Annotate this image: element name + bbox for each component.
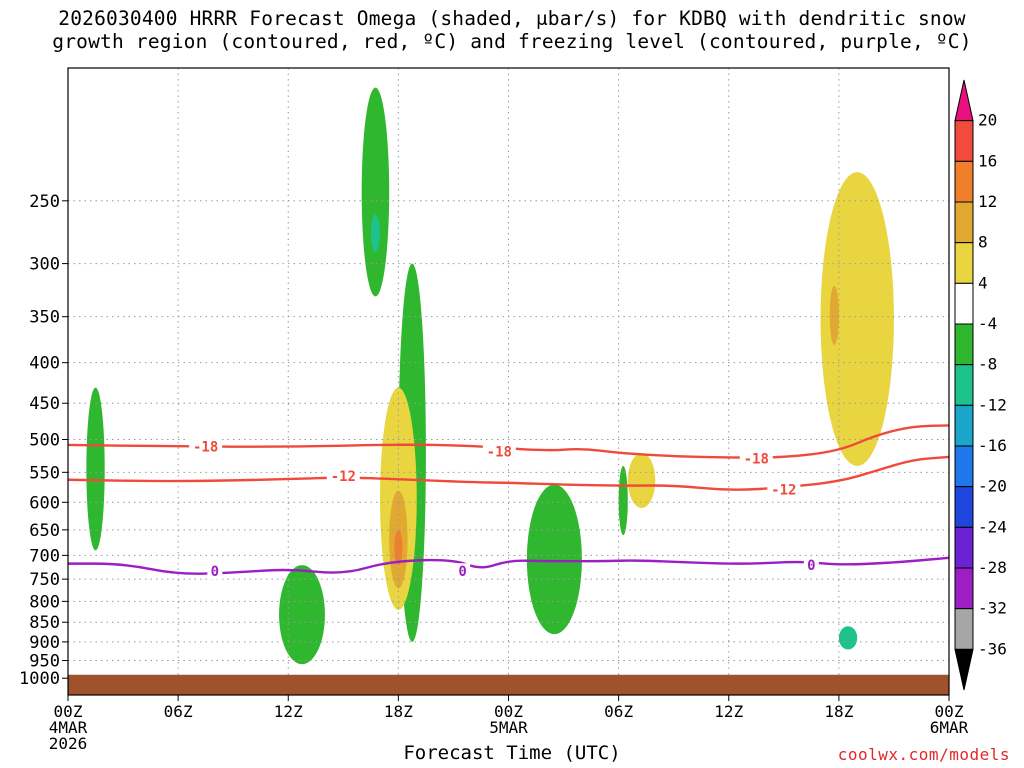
contour-label: -12 xyxy=(771,482,796,498)
contour-label: -18 xyxy=(193,439,218,455)
y-tick-label: 650 xyxy=(29,521,60,541)
omega-region xyxy=(370,214,381,252)
colorbar-label: -12 xyxy=(978,395,1007,414)
contour-line xyxy=(68,455,949,491)
colorbar-swatch xyxy=(954,160,974,203)
colorbar-label: -4 xyxy=(978,314,997,333)
x-tick-label: 5MAR xyxy=(489,718,528,737)
y-tick-label: 600 xyxy=(29,493,60,513)
contour-lines: -18 -18 -18-12-120 0 0 xyxy=(68,424,949,580)
omega-region xyxy=(618,466,628,536)
y-tick-label: 900 xyxy=(29,633,60,653)
grid-lines xyxy=(68,68,949,695)
colorbar-swatch xyxy=(954,364,974,406)
colorbar: 20 16 12 8 4 -4 -8 -12 -16 -20 -24 -28 -32 -36 xyxy=(954,79,1007,691)
contour-label-bg xyxy=(207,563,223,580)
y-tick-label: 350 xyxy=(29,308,60,328)
y-tick-label: 250 xyxy=(29,192,60,212)
chart-title-line-1: 2026030400 HRRR Forecast Omega (shaded, … xyxy=(58,7,966,30)
colorbar-label: -28 xyxy=(978,558,1007,577)
omega-shading xyxy=(86,87,894,665)
x-tick-label: 18Z xyxy=(824,702,853,721)
contour-label: -18 xyxy=(744,451,769,467)
contour-label: 0 xyxy=(458,564,466,580)
x-tick-label: 00Z xyxy=(494,702,523,721)
omega-region xyxy=(361,87,390,297)
x-tick-label: 12Z xyxy=(714,702,743,721)
x-tick-label: 12Z xyxy=(274,702,303,721)
contour-line xyxy=(68,556,949,575)
colorbar-label: 4 xyxy=(978,273,988,292)
colorbar-cap-bottom xyxy=(954,648,974,691)
colorbar-swatch xyxy=(954,567,974,610)
colorbar-label: -20 xyxy=(978,477,1007,496)
omega-region xyxy=(829,285,839,345)
contour-label-bg xyxy=(482,443,516,460)
y-tick-label: 450 xyxy=(29,394,60,414)
colorbar-swatch xyxy=(954,445,974,488)
colorbar-swatch xyxy=(954,201,974,244)
contour-label-bg xyxy=(767,481,801,498)
colorbar-swatch xyxy=(954,526,974,569)
y-tick-label: 850 xyxy=(29,613,60,633)
ground-surface xyxy=(68,674,949,695)
x-tick-label: 6MAR xyxy=(930,718,969,737)
y-tick-label: 800 xyxy=(29,592,60,612)
x-tick-label: 00Z xyxy=(935,702,964,721)
contour-label-bg xyxy=(189,438,223,455)
colorbar-cap-top xyxy=(954,79,974,122)
colorbar-label: 12 xyxy=(978,192,997,211)
colorbar-label: 20 xyxy=(978,111,997,130)
colorbar-label: 8 xyxy=(978,233,988,252)
contour-label: 0 xyxy=(211,564,219,580)
colorbar-swatch xyxy=(954,323,974,366)
colorbar-label: -24 xyxy=(978,517,1007,536)
contour-label: -12 xyxy=(331,469,356,485)
omega-region xyxy=(838,626,858,650)
y-tick-label: 300 xyxy=(29,255,60,275)
contour-label: -18 xyxy=(487,445,512,461)
credit-text: coolwx.com/models xyxy=(837,745,1010,764)
contour-label-bg xyxy=(455,563,471,580)
omega-region xyxy=(526,484,582,635)
y-axis: 2503003504004505005506006507007508008509… xyxy=(19,192,68,689)
y-tick-label: 950 xyxy=(29,652,60,672)
x-tick-label: 06Z xyxy=(604,702,633,721)
x-tick-label: 00Z xyxy=(54,702,83,721)
x-axis-title: Forecast Time (UTC) xyxy=(403,742,621,764)
contour-label: 0 xyxy=(807,558,815,574)
y-tick-label: 500 xyxy=(29,431,60,451)
colorbar-label: -32 xyxy=(978,599,1007,618)
colorbar-label: 16 xyxy=(978,151,997,170)
colorbar-swatch xyxy=(954,608,974,650)
contour-label-bg xyxy=(739,450,773,467)
chart-title-line-2: growth region (contoured, red, ºC) and f… xyxy=(52,30,972,53)
x-tick-label: 4MAR xyxy=(49,718,88,737)
colorbar-label: -36 xyxy=(978,639,1007,658)
y-tick-label: 400 xyxy=(29,354,60,374)
y-tick-label: 700 xyxy=(29,546,60,566)
omega-region xyxy=(279,565,325,665)
colorbar-swatch xyxy=(954,120,974,162)
contour-label-bg xyxy=(326,468,360,485)
colorbar-label: -8 xyxy=(978,355,997,374)
contour-label-bg xyxy=(803,557,819,574)
colorbar-swatch xyxy=(954,282,974,325)
y-tick-label: 550 xyxy=(29,463,60,483)
omega-region xyxy=(86,387,105,551)
y-tick-label: 1000 xyxy=(19,669,60,689)
omega-region xyxy=(627,453,656,508)
y-tick-label: 750 xyxy=(29,570,60,590)
colorbar-label: -16 xyxy=(978,436,1007,455)
colorbar-swatch xyxy=(954,404,974,447)
x-tick-label: 18Z xyxy=(384,702,413,721)
x-tick-label: 06Z xyxy=(164,702,193,721)
colorbar-swatch xyxy=(954,486,974,528)
colorbar-swatch xyxy=(954,242,974,284)
x-tick-label: 2026 xyxy=(49,734,88,753)
contour-line xyxy=(68,424,949,459)
